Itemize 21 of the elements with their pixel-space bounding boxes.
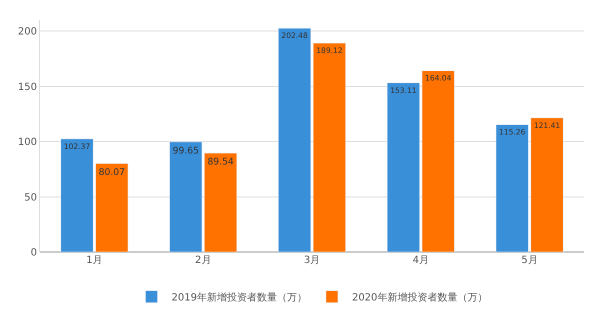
legend-label: 2020年新增投资者数量（万） <box>352 292 488 304</box>
bar <box>312 42 346 252</box>
bar <box>278 28 312 252</box>
y-tick-label: 200 <box>18 26 37 38</box>
x-tick-label: 3月 <box>304 255 320 266</box>
x-tick-label: 1月 <box>86 255 103 266</box>
y-tick-label: 150 <box>18 82 37 93</box>
bar <box>530 118 564 252</box>
x-tick-label: 4月 <box>412 255 429 266</box>
x-tick-label: 5月 <box>521 255 538 266</box>
y-tick-label: 50 <box>24 192 37 204</box>
bar <box>496 124 529 252</box>
data-label: 89.54 <box>207 156 234 168</box>
data-label: 80.07 <box>98 166 126 178</box>
bar <box>95 163 128 252</box>
y-tick-label: 0 <box>30 248 37 258</box>
bar <box>60 138 94 252</box>
y-tick-label: 100 <box>18 137 37 148</box>
data-label: 99.65 <box>172 145 200 156</box>
x-tick-label: 2月 <box>195 255 212 266</box>
legend-label: 2019年新增投资者数量（万） <box>172 292 307 304</box>
